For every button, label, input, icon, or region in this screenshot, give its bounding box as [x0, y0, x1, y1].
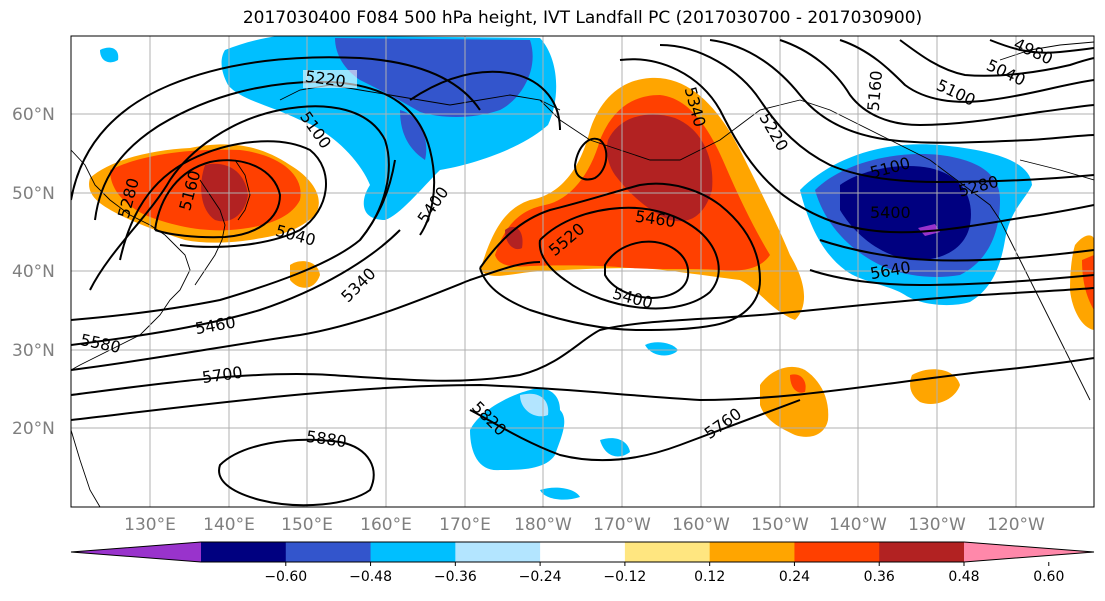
colorbar-tick-label: −0.12: [603, 569, 646, 585]
longitude-labels: 130°E 140°E 150°E 160°E 170°E 180°W 170°…: [124, 515, 1045, 535]
lon-label: 160°E: [360, 515, 412, 535]
colorbar-tick-label: −0.36: [434, 569, 477, 585]
lat-label: 40°N: [12, 262, 55, 282]
colorbar-tick-label: −0.60: [264, 569, 307, 585]
gridlines: [71, 36, 1094, 507]
colorbar-extend-high: [964, 542, 1094, 562]
lon-label: 130°W: [908, 515, 966, 535]
lon-label: 140°W: [829, 515, 887, 535]
lon-label: 150°W: [751, 515, 809, 535]
latitude-labels: 60°N 50°N 40°N 30°N 20°N: [12, 105, 55, 439]
colorbar-outline: [70, 541, 1095, 563]
height-contours: [71, 39, 1094, 507]
lon-label: 150°E: [281, 515, 333, 535]
colorbar-segment: [709, 542, 795, 562]
colorbar-extend-low: [71, 542, 201, 562]
lon-label: 170°W: [593, 515, 651, 535]
colorbar-tick-label: 0.36: [864, 569, 895, 585]
colorbar-tick-label: 0.60: [1033, 569, 1064, 585]
colorbar: −0.60 −0.48 −0.36 −0.24 −0.12 0.12 0.24 0.36 0.4…: [70, 541, 1095, 585]
lon-label: 170°E: [439, 515, 491, 535]
colorbar-tick-label: −0.24: [519, 569, 562, 585]
colorbar-tick-label: −0.48: [349, 569, 392, 585]
lat-label: 20°N: [12, 419, 55, 439]
colorbar-segment: [624, 542, 711, 562]
colorbar-tick-label: 0.24: [779, 569, 810, 585]
contour-label: 5160: [864, 70, 886, 112]
colorbar-segment: [455, 542, 541, 562]
lat-label: 50°N: [12, 184, 55, 204]
colorbar-segment: [370, 542, 456, 562]
lat-label: 60°N: [12, 105, 55, 125]
colorbar-tick-label: 0.48: [948, 569, 979, 585]
lon-label: 160°W: [672, 515, 730, 535]
lon-label: 120°W: [987, 515, 1045, 535]
map-frame: [70, 35, 1095, 508]
lat-label: 30°N: [12, 341, 55, 361]
colorbar-tick-label: 0.12: [694, 569, 725, 585]
colorbar-segment: [794, 542, 880, 562]
colorbar-segment: [879, 542, 965, 562]
contour-label: 5400: [870, 203, 911, 222]
lon-label: 140°E: [203, 515, 255, 535]
colorbar-segment: [540, 542, 626, 562]
colorbar-segment: [285, 542, 372, 562]
lon-label: 180°W: [514, 515, 572, 535]
lon-label: 130°E: [124, 515, 176, 535]
map-title: 2017030400 F084 500 hPa height, IVT Land…: [242, 8, 923, 28]
colorbar-segment: [201, 542, 287, 562]
